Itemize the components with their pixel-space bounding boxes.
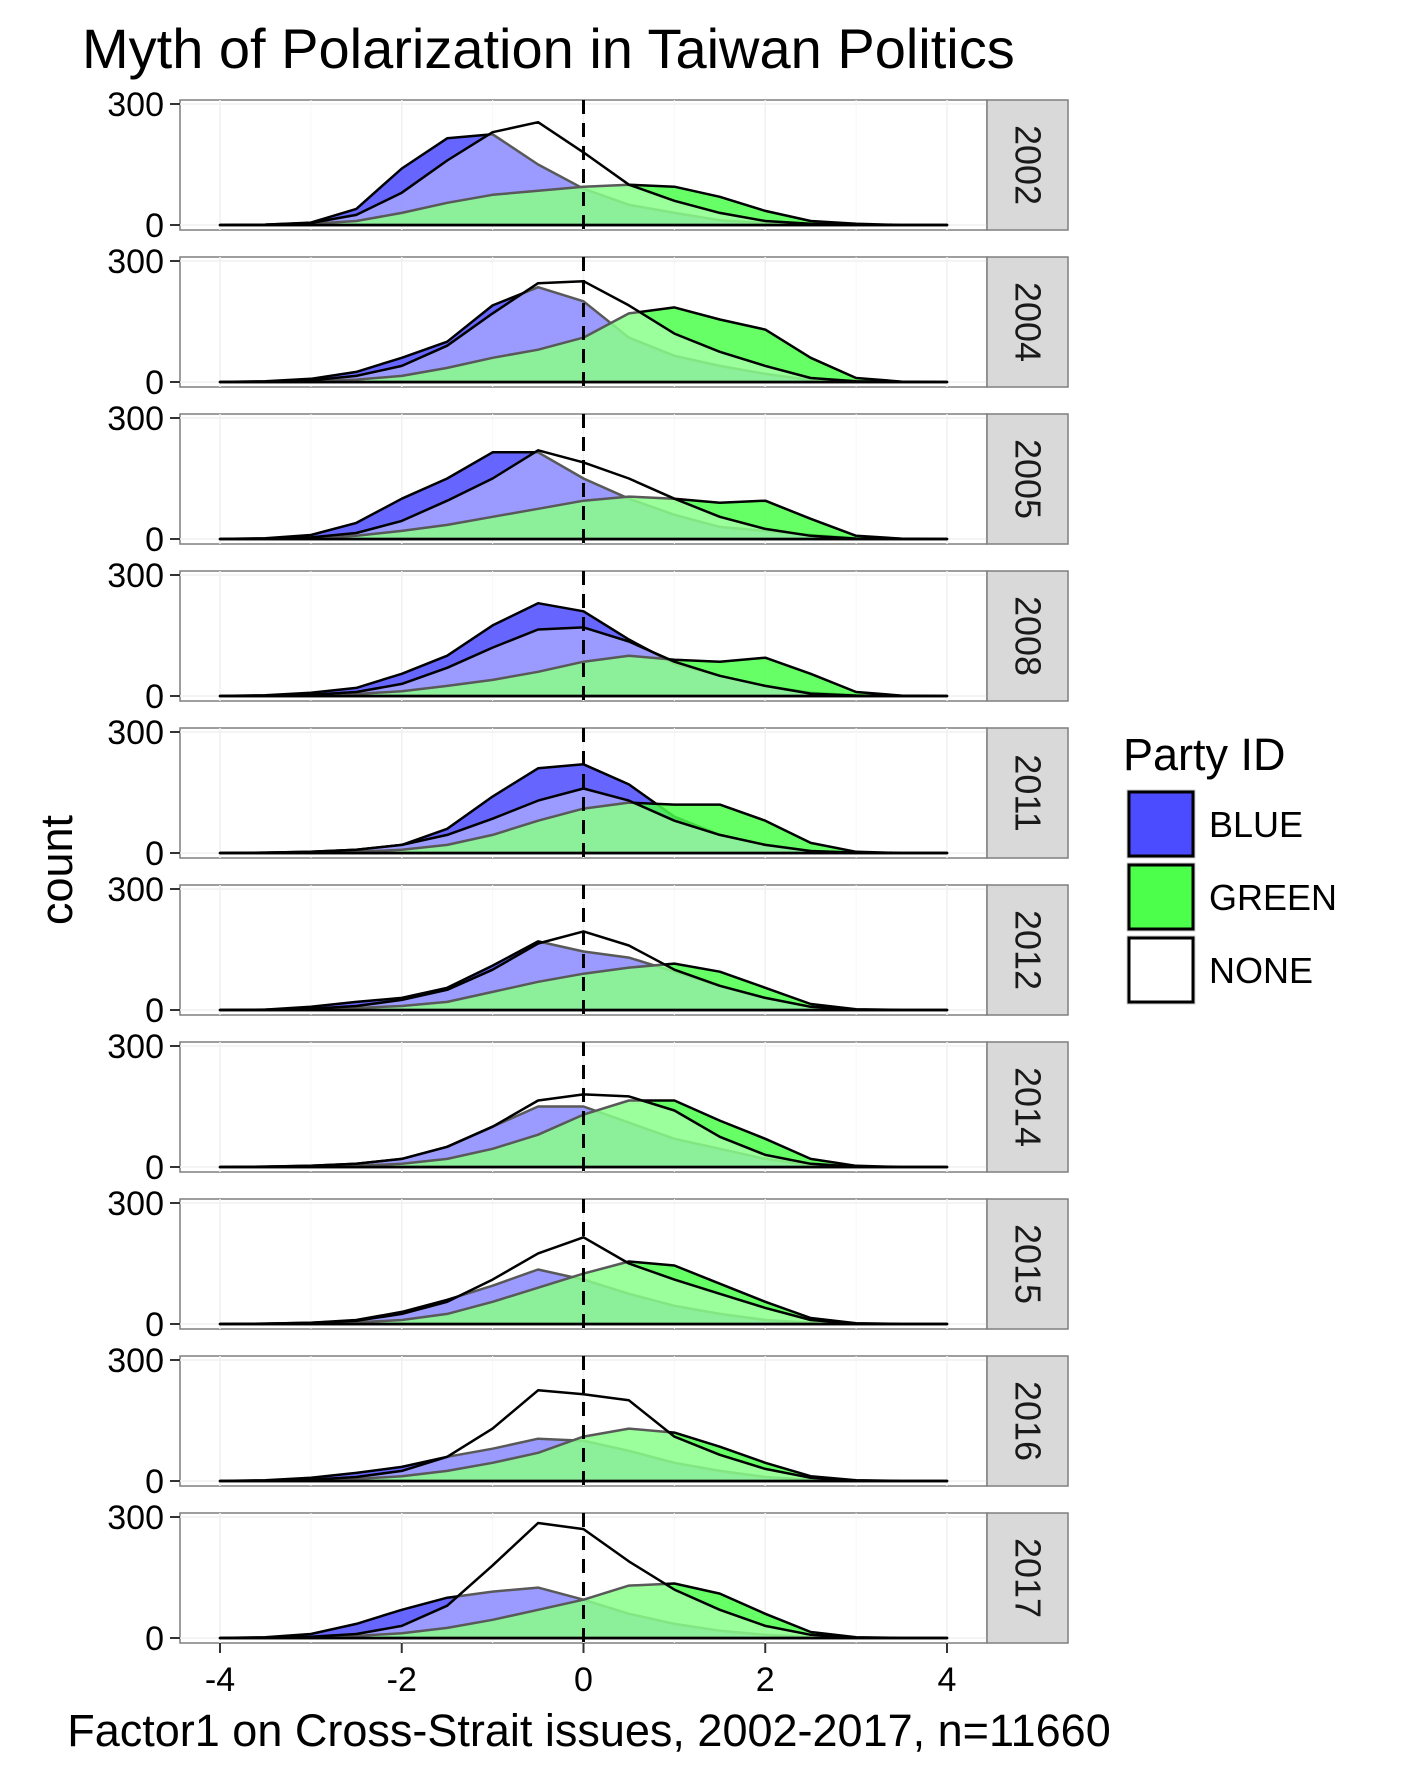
facet-strip-label: 2005 — [1008, 439, 1049, 519]
y-tick-label: 300 — [107, 714, 164, 752]
legend-label-blue: BLUE — [1209, 804, 1303, 845]
facet-panel-2005: 0 300 2005 — [107, 400, 1069, 559]
y-tick-label: 0 — [145, 521, 164, 559]
facet-strip-label: 2014 — [1008, 1067, 1049, 1147]
facet-strip — [986, 256, 1069, 388]
y-tick-label: 0 — [145, 1306, 164, 1344]
x-tick-label: -2 — [387, 1661, 417, 1699]
facet-strip — [986, 413, 1069, 545]
x-tick-label: 4 — [938, 1661, 957, 1699]
facet-strip — [986, 884, 1069, 1016]
y-axis-title: count — [31, 814, 82, 925]
density-area-none-2008 — [218, 626, 949, 698]
y-tick-label: 300 — [107, 557, 164, 595]
facet-panel-2017: 0 300 2017 — [107, 1499, 1069, 1658]
y-tick-label: 0 — [145, 835, 164, 873]
facet-strip-label: 2017 — [1008, 1538, 1049, 1618]
facet-strip-label: 2004 — [1008, 282, 1049, 362]
facet-strip-label: 2015 — [1008, 1224, 1049, 1304]
facet-strip — [986, 727, 1069, 859]
facet-strip-label: 2002 — [1008, 125, 1049, 205]
facet-panel-2004: 0 300 2004 — [107, 243, 1069, 402]
y-tick-label: 300 — [107, 871, 164, 909]
legend-key-none — [1127, 936, 1195, 1004]
facet-panel-2016: 0 300 2016 — [107, 1342, 1069, 1501]
y-tick-label: 0 — [145, 992, 164, 1030]
y-tick-label: 0 — [145, 678, 164, 716]
legend-label-green: GREEN — [1209, 877, 1337, 918]
y-tick-label: 0 — [145, 1620, 164, 1658]
y-tick-label: 0 — [145, 207, 164, 245]
facet-strip-label: 2011 — [1008, 754, 1049, 831]
facet-panel-2002: 0 300 2002 — [107, 86, 1069, 245]
chart-title: Myth of Polarization in Taiwan Politics — [82, 17, 1015, 80]
legend-label-none: NONE — [1209, 950, 1313, 991]
x-axis-title: Factor1 on Cross-Strait issues, 2002-201… — [67, 1705, 1111, 1756]
facet-strip — [986, 99, 1069, 231]
facet-strip — [986, 1512, 1069, 1644]
facet-panel-2014: 0 300 2014 — [107, 1028, 1069, 1187]
facet-panel-2012: 0 300 2012 — [107, 871, 1069, 1030]
facet-strip — [986, 1041, 1069, 1173]
legend-title: Party ID — [1123, 729, 1286, 780]
facet-strip — [986, 570, 1069, 702]
y-tick-label: 0 — [145, 1149, 164, 1187]
facet-strip — [986, 1198, 1069, 1330]
legend: Party ID BLUE GREEN NONE — [1123, 729, 1337, 1005]
y-tick-label: 300 — [107, 1028, 164, 1066]
facet-strip — [986, 1355, 1069, 1487]
density-area-green-2004 — [218, 306, 949, 384]
y-tick-label: 300 — [107, 1185, 164, 1223]
x-tick-label: -4 — [205, 1661, 235, 1699]
y-tick-label: 0 — [145, 1463, 164, 1501]
facet-strip-label: 2012 — [1008, 910, 1049, 990]
y-tick-label: 300 — [107, 400, 164, 438]
density-area-none-2012 — [218, 930, 949, 1012]
y-tick-label: 300 — [107, 243, 164, 281]
legend-items: BLUE GREEN NONE — [1126, 789, 1337, 1005]
y-tick-label: 300 — [107, 1499, 164, 1537]
facet-panels: 0300200203002004030020050300200803002011… — [107, 86, 1069, 1658]
x-tick-label: 2 — [756, 1661, 775, 1699]
facet-strip-label: 2008 — [1008, 596, 1049, 676]
facet-panel-2015: 0 300 2015 — [107, 1185, 1069, 1344]
density-area-none-2017 — [218, 1521, 949, 1640]
legend-key-green — [1127, 863, 1195, 931]
facet-panel-2011: 0 300 2011 — [107, 714, 1069, 873]
y-tick-label: 300 — [107, 1342, 164, 1380]
x-tick-label: 0 — [574, 1661, 593, 1699]
y-tick-label: 300 — [107, 86, 164, 124]
facet-panel-2008: 0 300 2008 — [107, 557, 1069, 716]
legend-key-blue — [1127, 790, 1195, 858]
y-tick-label: 0 — [145, 364, 164, 402]
density-area-none-2014 — [218, 1093, 949, 1169]
facet-strip-label: 2016 — [1008, 1381, 1049, 1461]
x-axis: -4 -2 0 2 4 — [205, 1643, 957, 1699]
